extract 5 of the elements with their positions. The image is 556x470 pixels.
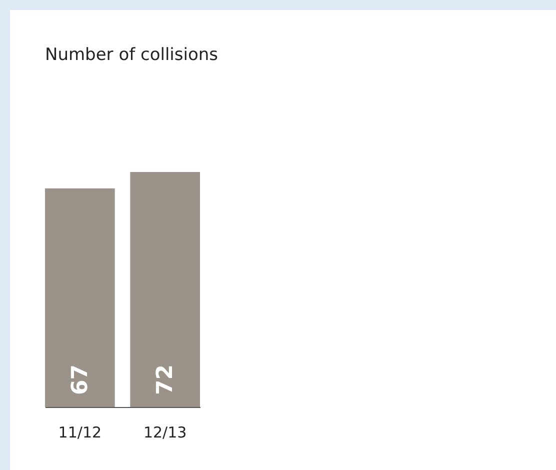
x-tick-label: 12/13: [143, 424, 187, 442]
x-tick-label: 11/12: [58, 424, 102, 442]
data-label: 67: [68, 364, 93, 395]
chart-title: Number of collisions: [45, 45, 218, 65]
data-label: 72: [153, 364, 178, 395]
